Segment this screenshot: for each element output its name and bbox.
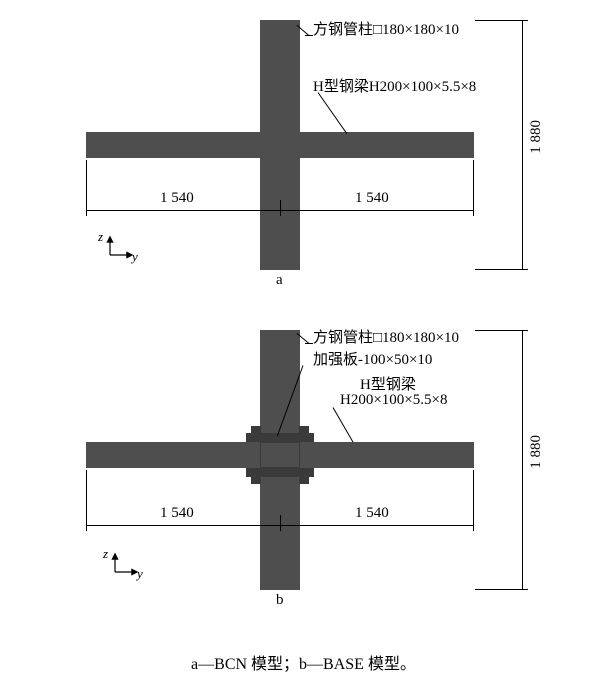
- dim-vt-b-1: [475, 330, 528, 331]
- dim-right-b: 1 540: [355, 505, 389, 522]
- beam-left-b: [86, 442, 260, 468]
- diagram-b: 方钢管柱□180×180×10 加强板-100×50×10 H型钢梁 H200×…: [50, 330, 560, 630]
- dim-v-b: [522, 330, 523, 590]
- dim-left-b: 1 540: [160, 505, 194, 522]
- label-column-b: 方钢管柱□180×180×10: [313, 326, 459, 347]
- axis-y-a: y: [132, 249, 138, 265]
- axis-z-a: z: [98, 229, 103, 245]
- leader-beam-a-d: [318, 92, 347, 134]
- label-beam-a: H型钢梁H200×100×5.5×8: [313, 75, 476, 96]
- leader-beam-b: [333, 407, 354, 442]
- beam-right-a: [300, 132, 474, 158]
- dim-tick-a-3: [473, 160, 474, 216]
- dim-vt-a-2: [475, 269, 528, 270]
- subfigure-label-a: a: [276, 272, 283, 289]
- figure-caption: a—BCN 模型；b—BASE 模型。: [0, 650, 607, 674]
- subfigure-label-b: b: [276, 592, 284, 609]
- dim-tick-b-2: [280, 515, 281, 531]
- figure-canvas: 方钢管柱□180×180×10 H型钢梁H200×100×5.5×8 1 540…: [0, 0, 607, 687]
- dim-tick-a-2: [280, 200, 281, 216]
- dim-vt-a-1: [475, 20, 528, 21]
- column-b: [260, 330, 300, 590]
- dim-v-a: [522, 20, 523, 270]
- diagram-a: 方钢管柱□180×180×10 H型钢梁H200×100×5.5×8 1 540…: [50, 20, 560, 300]
- beam-right-b: [300, 442, 474, 468]
- dim-vt-b-2: [475, 589, 528, 590]
- axis-z-b: z: [103, 546, 108, 562]
- dim-tick-a-1: [86, 160, 87, 216]
- dim-height-a: 1 880: [528, 120, 545, 154]
- dim-right-a: 1 540: [355, 190, 389, 207]
- label-plate-b: 加强板-100×50×10: [313, 348, 432, 369]
- axis-y-b: y: [137, 566, 143, 582]
- dim-left-a: 1 540: [160, 190, 194, 207]
- column-a: [260, 20, 300, 270]
- axes-a: z y: [100, 235, 140, 270]
- dim-tick-b-3: [473, 470, 474, 531]
- label-column-a: 方钢管柱□180×180×10: [313, 18, 459, 39]
- beam-left-a: [86, 132, 260, 158]
- dim-height-b: 1 880: [528, 435, 545, 469]
- dim-tick-b-1: [86, 470, 87, 531]
- axes-b: z y: [105, 552, 145, 587]
- label-beam-b-2: H200×100×5.5×8: [340, 392, 447, 409]
- label-beam-b-1: H型钢梁: [360, 373, 416, 394]
